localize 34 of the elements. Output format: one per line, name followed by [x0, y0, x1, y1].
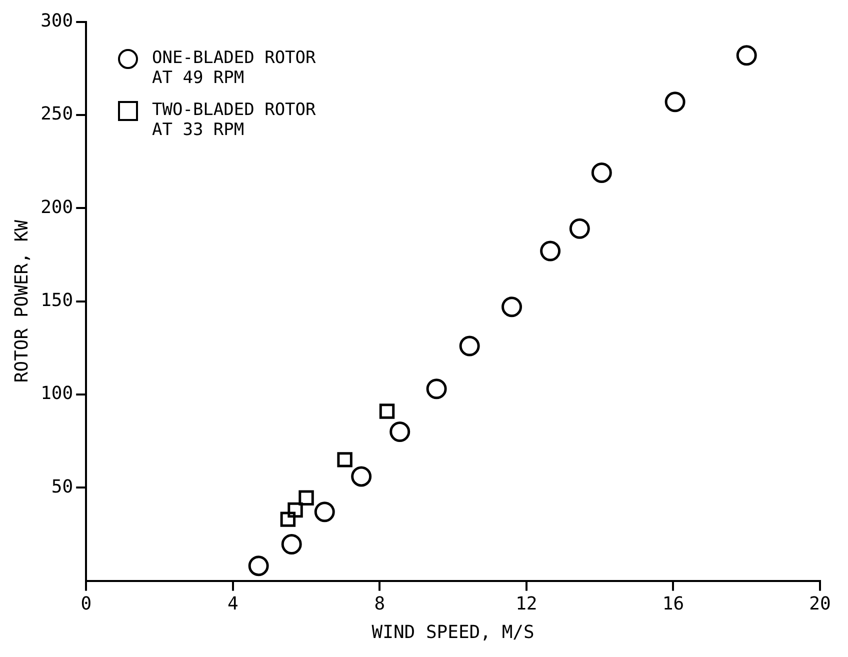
y-tick-label: 50 [51, 476, 74, 498]
point [502, 296, 522, 318]
point [337, 452, 352, 468]
point [459, 336, 480, 356]
legend-label: TWO-BLADED ROTOR AT 33 RPM [152, 100, 317, 140]
y-tick-label: 200 [40, 196, 74, 218]
point [426, 378, 447, 400]
y-tick-label: 300 [40, 10, 74, 32]
point [540, 240, 561, 262]
point [664, 92, 686, 112]
x-tick-label: 20 [809, 593, 831, 614]
x-tick-label: 8 [374, 593, 386, 614]
point [351, 466, 372, 487]
point [736, 45, 757, 66]
point [248, 556, 269, 576]
point [314, 502, 335, 522]
point [298, 490, 314, 506]
legend-label: ONE-BLADED ROTOR AT 49 RPM [152, 48, 317, 88]
point [390, 421, 410, 442]
x-tick-label: 4 [227, 593, 238, 614]
point [280, 512, 296, 527]
point [591, 162, 612, 183]
y-tick-label: 100 [40, 383, 74, 404]
y-tick-label: 150 [40, 290, 74, 311]
point [569, 218, 590, 239]
point [379, 404, 395, 419]
x-tick-label: 0 [80, 593, 92, 614]
x-axis-title: WIND SPEED, M/S [372, 622, 534, 643]
x-tick-label: 16 [662, 593, 684, 614]
x-tick-label: 12 [516, 593, 538, 614]
point [288, 502, 303, 518]
y-axis-title: ROTOR POWER, KW [11, 220, 32, 383]
y-tick-label: 250 [40, 104, 74, 125]
point [281, 534, 302, 555]
